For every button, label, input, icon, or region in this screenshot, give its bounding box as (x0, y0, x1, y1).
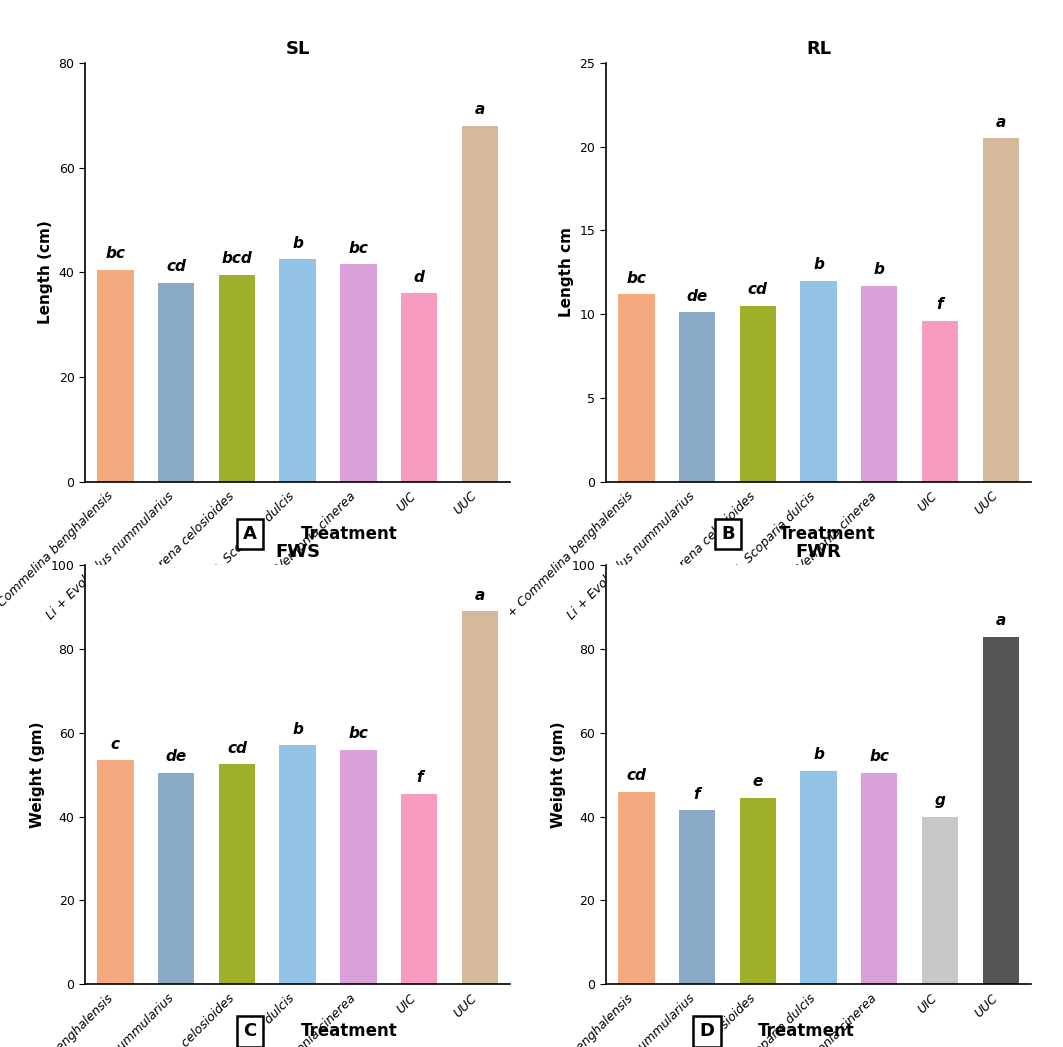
Text: a: a (475, 588, 485, 603)
Text: C: C (243, 1022, 256, 1041)
Bar (401, 794, 437, 984)
Bar (97, 269, 134, 482)
Text: cd: cd (166, 260, 186, 274)
Y-axis label: Length cm: Length cm (559, 227, 574, 317)
Title: FWS: FWS (275, 543, 320, 561)
Text: bc: bc (349, 727, 368, 741)
Title: RL: RL (806, 41, 831, 59)
Text: f: f (937, 297, 943, 312)
Text: f: f (694, 787, 701, 802)
Bar (461, 611, 499, 984)
Bar (679, 810, 715, 984)
Text: f: f (416, 771, 422, 785)
Bar (401, 293, 437, 482)
Bar (461, 126, 499, 482)
Text: a: a (996, 115, 1006, 130)
Text: b: b (813, 748, 824, 762)
Bar (280, 745, 316, 984)
Bar (861, 286, 897, 482)
Text: cd: cd (748, 283, 767, 297)
Bar (97, 760, 134, 984)
Bar (219, 764, 255, 984)
Text: bc: bc (105, 246, 125, 262)
Text: bc: bc (349, 241, 368, 257)
Text: cd: cd (626, 768, 646, 783)
Text: b: b (874, 262, 884, 277)
Y-axis label: Weight (gm): Weight (gm) (30, 721, 46, 828)
Title: FWR: FWR (795, 543, 842, 561)
Text: b: b (292, 236, 303, 250)
Bar (922, 320, 958, 482)
Bar (158, 773, 195, 984)
Text: B: B (722, 525, 735, 543)
Text: Treatment: Treatment (779, 525, 876, 543)
Text: c: c (111, 737, 120, 752)
Bar (340, 264, 376, 482)
Text: bc: bc (870, 750, 889, 764)
Text: a: a (996, 614, 1006, 628)
Text: Treatment: Treatment (301, 525, 398, 543)
Bar (922, 817, 958, 984)
Bar (679, 312, 715, 482)
Bar (340, 750, 376, 984)
Text: de: de (166, 750, 187, 764)
Bar (800, 771, 837, 984)
Bar (280, 259, 316, 482)
Bar (158, 283, 195, 482)
Bar (982, 138, 1019, 482)
Text: bcd: bcd (221, 251, 252, 266)
Text: d: d (414, 270, 424, 285)
Text: b: b (292, 722, 303, 737)
Text: cd: cd (227, 741, 247, 756)
Bar (982, 637, 1019, 984)
Text: de: de (687, 289, 708, 304)
Bar (740, 798, 776, 984)
Bar (618, 792, 655, 984)
Text: Treatment: Treatment (758, 1022, 855, 1041)
Bar (219, 274, 255, 482)
Bar (618, 294, 655, 482)
Bar (740, 306, 776, 482)
Text: e: e (753, 775, 763, 789)
Text: g: g (934, 794, 945, 808)
Title: SL: SL (286, 41, 309, 59)
Text: b: b (813, 258, 824, 272)
Y-axis label: Weight (gm): Weight (gm) (551, 721, 567, 828)
Bar (861, 773, 897, 984)
Text: bc: bc (626, 270, 646, 286)
Y-axis label: Length (cm): Length (cm) (38, 220, 53, 325)
Bar (800, 281, 837, 482)
Text: a: a (475, 103, 485, 117)
Text: Treatment: Treatment (301, 1022, 398, 1041)
Text: D: D (699, 1022, 714, 1041)
Text: A: A (242, 525, 257, 543)
